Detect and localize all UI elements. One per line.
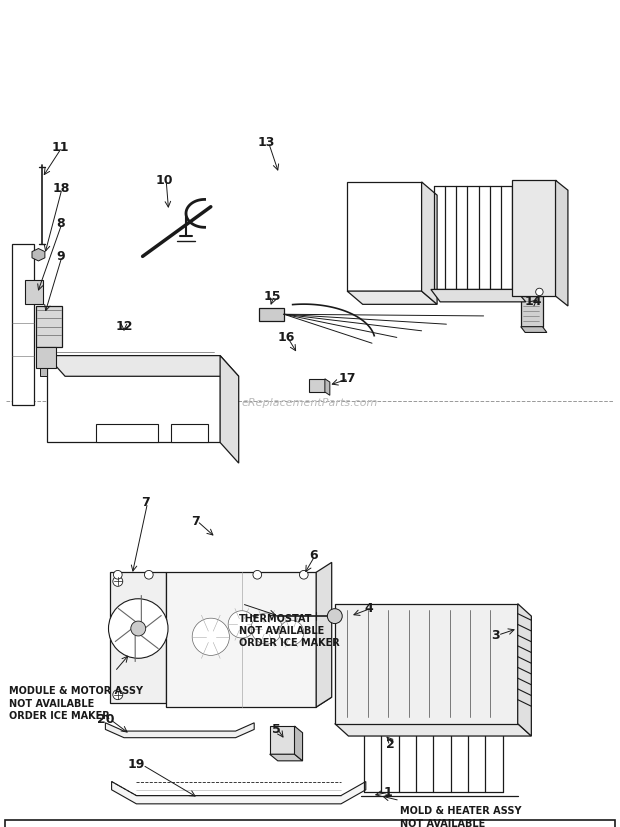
Polygon shape [521, 296, 542, 327]
Text: 9: 9 [56, 250, 65, 263]
Circle shape [131, 621, 146, 636]
Polygon shape [335, 724, 531, 736]
Text: 15: 15 [264, 289, 281, 303]
Circle shape [251, 613, 282, 644]
Polygon shape [347, 291, 437, 304]
Text: 7: 7 [141, 496, 150, 509]
Text: 17: 17 [339, 372, 356, 385]
Text: 5: 5 [272, 723, 280, 736]
Polygon shape [521, 327, 547, 332]
Polygon shape [220, 356, 239, 463]
Circle shape [113, 690, 123, 700]
Circle shape [299, 571, 308, 579]
Text: 10: 10 [156, 174, 173, 187]
Polygon shape [46, 356, 239, 376]
Polygon shape [25, 280, 43, 304]
Circle shape [253, 571, 262, 579]
Circle shape [113, 571, 122, 579]
Polygon shape [40, 368, 46, 376]
Polygon shape [270, 726, 294, 754]
Circle shape [536, 289, 543, 295]
Text: 14: 14 [525, 295, 542, 308]
Polygon shape [166, 572, 316, 707]
Text: 3: 3 [492, 629, 500, 642]
Polygon shape [166, 697, 332, 707]
Polygon shape [36, 306, 62, 347]
Text: eReplacementParts.com: eReplacementParts.com [242, 398, 378, 408]
Text: 19: 19 [128, 758, 145, 772]
Text: 13: 13 [258, 136, 275, 149]
Text: 6: 6 [309, 549, 317, 562]
Polygon shape [556, 180, 568, 306]
Text: 18: 18 [52, 182, 69, 195]
Polygon shape [12, 244, 34, 405]
Text: 1: 1 [383, 786, 392, 799]
Polygon shape [294, 726, 303, 761]
Text: THERMOSTAT
NOT AVAILABLE
ORDER ICE MAKER: THERMOSTAT NOT AVAILABLE ORDER ICE MAKER [239, 614, 340, 648]
Polygon shape [347, 182, 422, 291]
Polygon shape [32, 249, 45, 261]
Polygon shape [422, 182, 437, 304]
Text: 7: 7 [191, 514, 200, 528]
Text: 4: 4 [365, 602, 373, 615]
Polygon shape [309, 379, 325, 392]
Circle shape [228, 611, 255, 638]
Text: 20: 20 [97, 713, 114, 726]
Text: 2: 2 [386, 738, 395, 751]
Text: MODULE & MOTOR ASSY
NOT AVAILABLE
ORDER ICE MAKER: MODULE & MOTOR ASSY NOT AVAILABLE ORDER … [9, 686, 143, 721]
Polygon shape [170, 424, 208, 442]
Polygon shape [112, 782, 366, 804]
Text: 16: 16 [278, 331, 295, 344]
Polygon shape [316, 562, 332, 707]
Polygon shape [270, 754, 303, 761]
Text: 11: 11 [52, 141, 69, 154]
Polygon shape [518, 604, 531, 736]
Circle shape [144, 571, 153, 579]
Polygon shape [259, 308, 284, 321]
Polygon shape [46, 356, 220, 442]
Polygon shape [96, 424, 158, 442]
Text: MOLD & HEATER ASSY
NOT AVAILABLE
ORDER ICE MAKER: MOLD & HEATER ASSY NOT AVAILABLE ORDER I… [400, 806, 521, 827]
Circle shape [108, 599, 168, 658]
Circle shape [327, 609, 342, 624]
Polygon shape [431, 289, 526, 302]
Polygon shape [512, 180, 556, 296]
Polygon shape [36, 347, 56, 368]
Text: 12: 12 [115, 320, 133, 333]
Text: 8: 8 [56, 217, 65, 230]
Polygon shape [110, 572, 166, 703]
Circle shape [113, 576, 123, 586]
Circle shape [192, 619, 229, 655]
Polygon shape [325, 379, 330, 395]
Polygon shape [335, 604, 518, 724]
Circle shape [279, 620, 304, 645]
Polygon shape [105, 723, 254, 738]
